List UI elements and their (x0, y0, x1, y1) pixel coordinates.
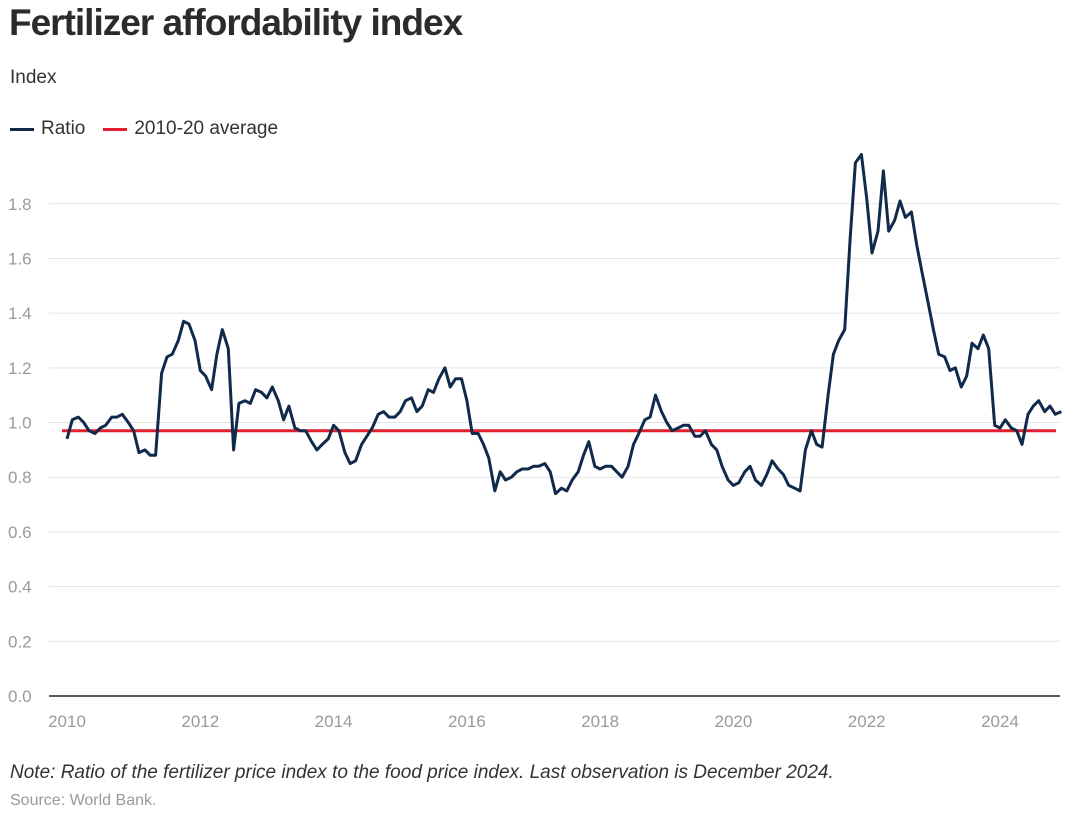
y-tick-label: 0.0 (8, 687, 32, 706)
x-tick-label: 2012 (181, 712, 219, 731)
x-tick-label: 2014 (315, 712, 353, 731)
chart-note: Note: Ratio of the fertilizer price inde… (10, 762, 834, 783)
legend-label-ratio: Ratio (41, 118, 86, 139)
legend-swatch-ratio (10, 127, 34, 131)
x-tick-label: 2018 (581, 712, 619, 731)
x-tick-label: 2024 (981, 712, 1019, 731)
series-line-ratio (65, 153, 1062, 496)
y-tick-label: 1.4 (8, 304, 32, 323)
y-tick-label: 1.6 (8, 249, 32, 268)
legend-label-average: 2010-20 average (134, 118, 279, 139)
x-tick-label: 2022 (848, 712, 886, 731)
series-group (62, 153, 1062, 496)
legend-swatch-average (103, 127, 128, 131)
y-axis-unit-label: Index (10, 67, 57, 88)
y-tick-label: 0.4 (8, 578, 32, 597)
legend-item-average: 2010-20 average (103, 118, 278, 140)
line-chart: 0.00.20.40.60.81.01.21.41.61.8 2010 2012 2… (8, 153, 1062, 731)
y-tick-label: 0.6 (8, 523, 32, 542)
x-tick-label: 2020 (715, 712, 753, 731)
x-tick-label: 2010 (48, 712, 86, 731)
y-tick-label: 0.2 (8, 632, 32, 651)
chart-source: Source: World Bank. (10, 792, 157, 809)
gridlines (49, 203, 1060, 642)
y-tick-label: 1.2 (8, 359, 32, 378)
y-tick-label: 0.8 (8, 468, 32, 487)
y-tick-label: 1.8 (8, 195, 32, 214)
y-axis-ticks: 0.0 0.2 0.4 0.6 0.8 1.0 1.2 1.4 1.6 1.8 (8, 195, 32, 706)
chart-title: Fertilizer affordability index (9, 2, 463, 43)
x-axis-ticks: 2010 2012 2014 2016 2018 2020 2022 2024 (48, 712, 1019, 731)
y-tick-label: 1.0 (8, 414, 32, 433)
legend: Ratio 2010-20 average (10, 118, 296, 140)
x-tick-label: 2016 (448, 712, 486, 731)
legend-item-ratio: Ratio (10, 118, 85, 140)
